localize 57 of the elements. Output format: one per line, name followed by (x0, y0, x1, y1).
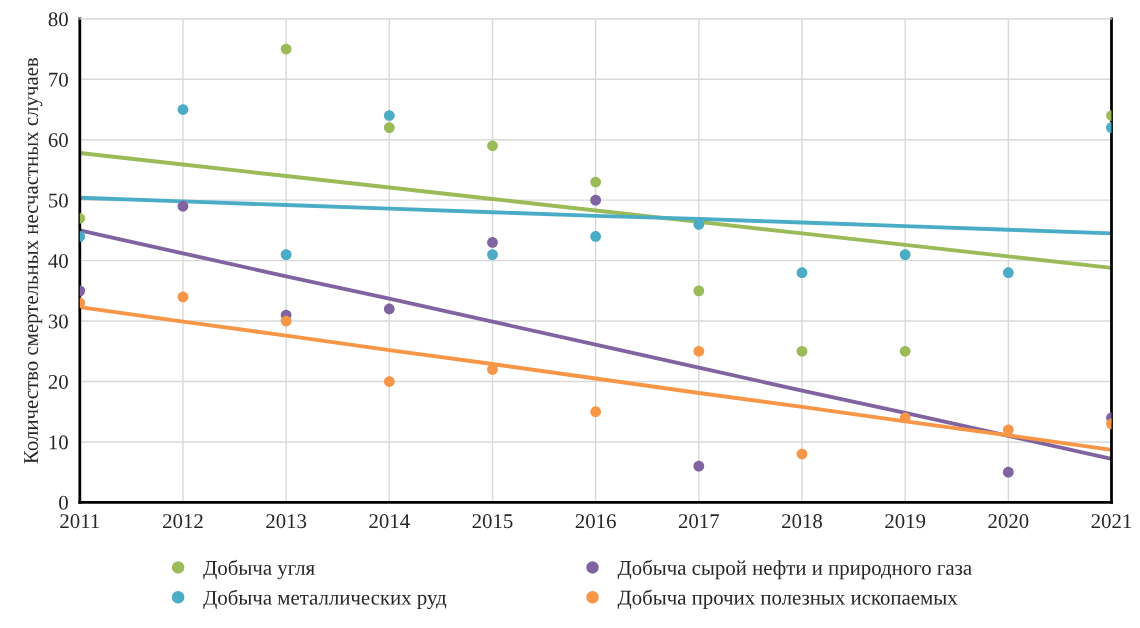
point (693, 345, 705, 357)
legend-label: Добыча прочих полезных ископаемых (617, 589, 958, 609)
point (383, 303, 395, 315)
x-tick-label: 2015 (472, 514, 513, 529)
point (590, 194, 602, 206)
line-series (79, 151, 1112, 270)
point (280, 315, 292, 327)
point (590, 176, 602, 188)
point (487, 237, 498, 248)
y-tick-label: 60 (48, 133, 68, 148)
x-tick-label: 2019 (885, 514, 926, 529)
point (1002, 466, 1014, 478)
line-series (79, 228, 1112, 461)
point (899, 249, 911, 260)
x-tick-label: 2016 (575, 514, 616, 529)
y-tick-label: 20 (48, 374, 68, 389)
x-tick-label: 2017 (678, 514, 720, 529)
x-tick-label: 2021 (1091, 514, 1132, 529)
x-tick-label: 2018 (782, 514, 823, 529)
y-axis-title: Количество смертельных несчастных случаев (24, 57, 43, 464)
point (590, 406, 602, 418)
point (177, 200, 189, 212)
point (796, 267, 808, 279)
y-tick-label: 70 (49, 72, 68, 87)
x-tick-label: 2011 (60, 514, 99, 529)
y-tick-label: 80 (48, 12, 68, 27)
y-tick-label: 40 (48, 253, 68, 269)
y-tick-label: 30 (48, 314, 68, 329)
legend-label: Добыча сырой нефти и природного газа (617, 559, 972, 580)
x-tick-label: 2020 (988, 514, 1029, 529)
point (693, 285, 705, 297)
point (383, 110, 395, 121)
point (899, 345, 911, 357)
point (487, 249, 498, 260)
point (383, 122, 395, 134)
point (693, 460, 705, 472)
point (177, 104, 189, 115)
point (487, 364, 498, 375)
x-tick-label: 2012 (163, 514, 203, 529)
y-tick-label: 50 (49, 193, 68, 208)
x-tick-label: 2014 (369, 514, 410, 529)
point (280, 43, 292, 55)
point (796, 345, 808, 357)
x-tick-label: 2013 (266, 514, 307, 529)
y-tick-label: 0 (59, 495, 68, 510)
point (899, 412, 911, 424)
legend-label: Добыча угля (203, 559, 315, 580)
point (383, 376, 395, 387)
point (280, 249, 292, 260)
y-tick-label: 10 (49, 435, 68, 450)
legend-label: Добыча металлических руд (203, 589, 447, 610)
point (1002, 267, 1014, 279)
point (177, 291, 189, 303)
line-series (79, 195, 1112, 236)
point (796, 448, 808, 460)
point (487, 140, 498, 152)
point (590, 231, 602, 242)
